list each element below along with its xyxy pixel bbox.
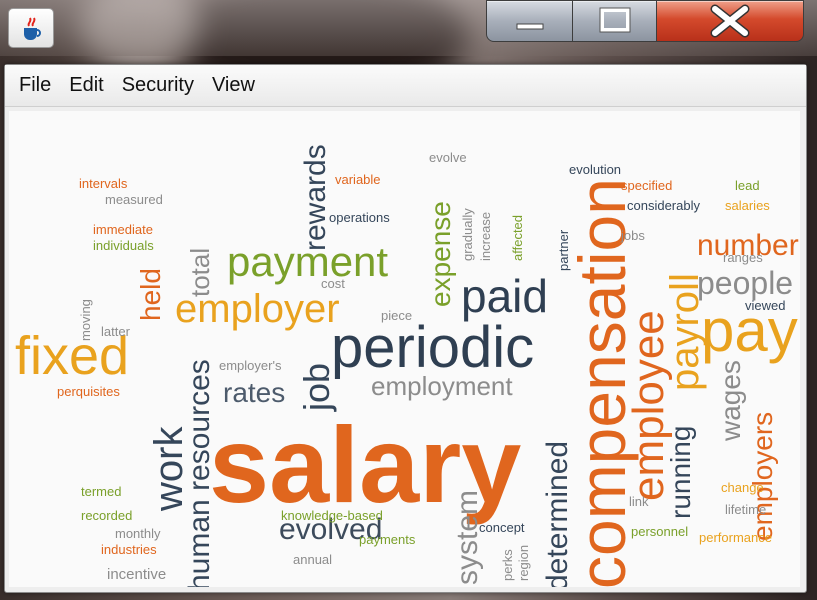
word: specified: [621, 178, 673, 193]
window-controls: [486, 0, 804, 44]
word: number: [697, 229, 799, 262]
word: expense: [425, 201, 456, 307]
maximize-icon: [599, 7, 631, 33]
word: pay: [701, 297, 798, 364]
word: considerably: [627, 198, 700, 213]
word: perquisites: [57, 384, 120, 399]
word: lifetime: [725, 502, 767, 517]
menu-edit[interactable]: Edit: [69, 74, 104, 96]
word: region: [516, 544, 531, 581]
word: employment: [371, 371, 513, 401]
word: salary: [209, 404, 522, 525]
word: monthly: [115, 526, 161, 541]
menu-security[interactable]: Security: [121, 74, 194, 96]
word: evolved: [279, 513, 383, 546]
word: payments: [359, 532, 416, 547]
word: running: [665, 425, 696, 519]
word: perks: [500, 549, 515, 581]
word: periodic: [331, 315, 535, 380]
word: fixed: [15, 326, 130, 386]
word: individuals: [93, 238, 154, 253]
word: link: [629, 494, 649, 509]
word: human resources: [183, 359, 216, 587]
word: cost: [321, 276, 345, 291]
word: salaries: [725, 198, 770, 213]
word: rates: [223, 377, 286, 408]
word: determined: [541, 440, 574, 587]
title-bar[interactable]: [0, 0, 817, 56]
close-button[interactable]: [656, 0, 804, 42]
word: incentive: [107, 566, 167, 583]
java-cup-icon[interactable]: [8, 8, 54, 48]
word: total: [185, 247, 215, 297]
word: lead: [735, 178, 760, 193]
app-window: File Edit Security View salary periodic …: [4, 64, 807, 593]
word: rewards: [299, 144, 332, 251]
word: performance: [699, 530, 772, 545]
word: employer's: [219, 358, 282, 373]
word: viewed: [745, 298, 786, 313]
word: recorded: [81, 508, 133, 523]
word: knowledge-based: [281, 508, 383, 523]
word: moving: [78, 299, 93, 341]
close-icon: [710, 4, 750, 38]
word: intervals: [79, 176, 128, 191]
word: ranges: [723, 250, 763, 265]
word: payroll: [663, 273, 707, 391]
word: change: [721, 480, 764, 495]
word: evolve: [429, 150, 467, 165]
word: payment: [227, 238, 389, 285]
word: measured: [105, 192, 163, 207]
word: gradually: [460, 208, 475, 261]
word: held: [135, 268, 166, 321]
word: operations: [329, 210, 390, 225]
word: termed: [81, 484, 122, 499]
word: industries: [101, 542, 157, 557]
minimize-icon: [516, 23, 544, 30]
maximize-button[interactable]: [572, 0, 658, 42]
word: job: [296, 362, 337, 411]
word: system: [451, 489, 484, 585]
image-canvas: salary periodic payment employer fixed p…: [9, 111, 800, 587]
word: concept: [479, 520, 525, 535]
word: annual: [293, 552, 333, 567]
word: affected: [510, 214, 525, 261]
word: paid: [461, 270, 548, 322]
word: increase: [478, 211, 493, 261]
menu-file[interactable]: File: [19, 74, 52, 96]
word: partner: [556, 229, 571, 271]
word: variable: [335, 172, 381, 187]
word: people: [697, 265, 794, 301]
word: employers: [747, 411, 778, 541]
word: evolution: [569, 162, 622, 177]
word: jobs: [621, 228, 645, 243]
word: immediate: [93, 222, 153, 237]
menu-bar: File Edit Security View: [5, 65, 806, 107]
menu-view[interactable]: View: [211, 74, 255, 96]
word: latter: [101, 324, 130, 339]
minimize-button[interactable]: [486, 0, 574, 42]
word: wages: [715, 360, 746, 441]
word: piece: [381, 308, 413, 323]
word: personnel: [631, 524, 689, 539]
word: employer: [175, 287, 340, 331]
